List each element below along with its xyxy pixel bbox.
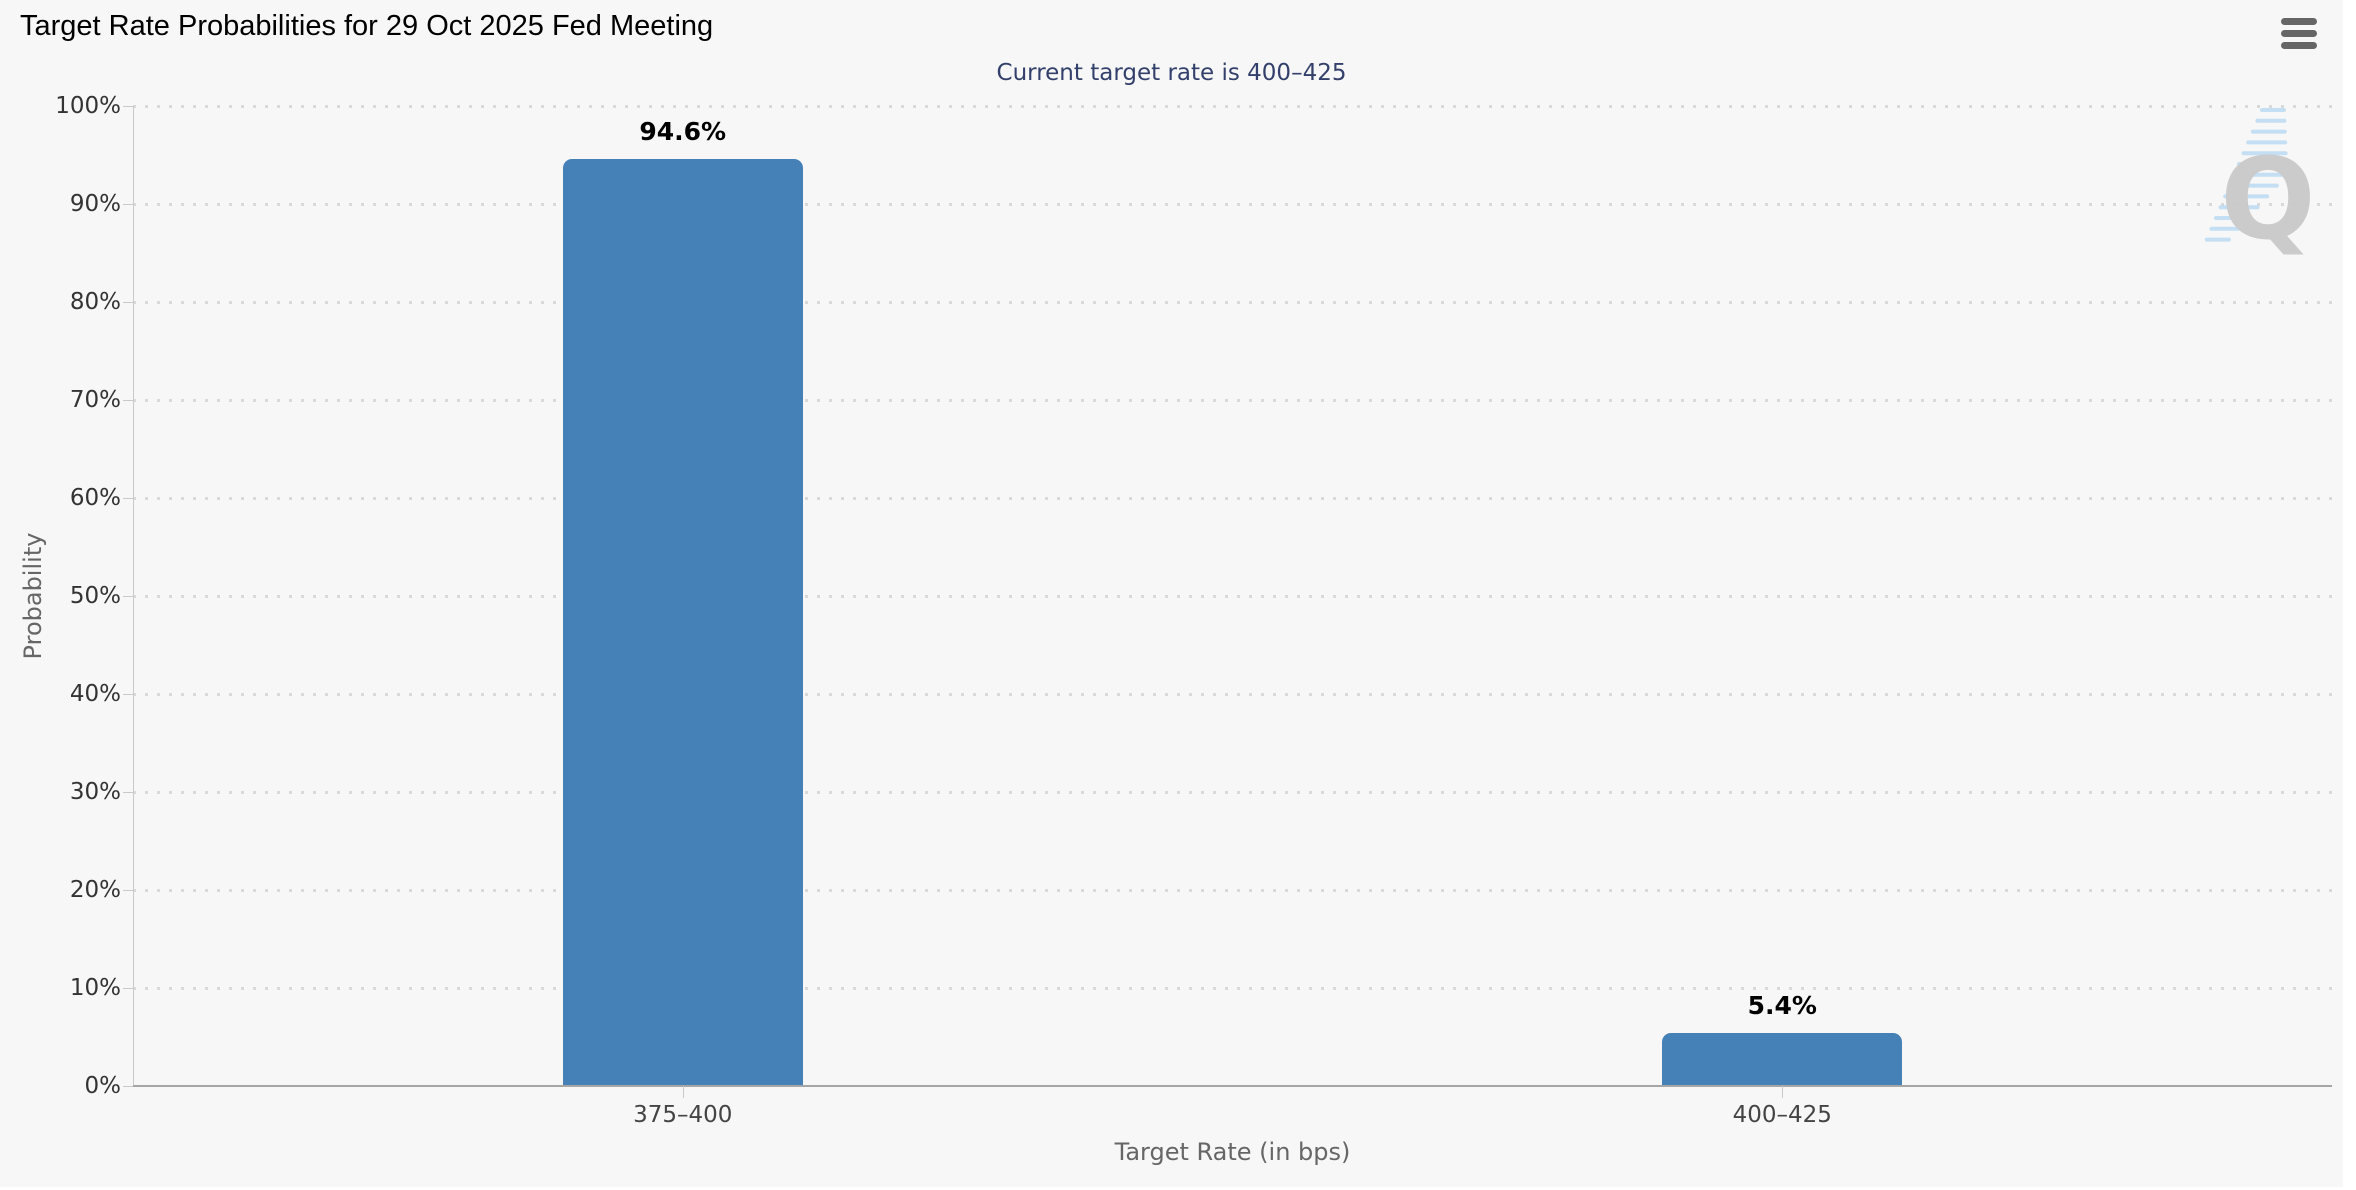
y-gridline [133, 889, 2332, 892]
x-axis-tick [682, 1086, 684, 1098]
plot-area: 94.6% 5.4% 0% 10% 20% 30% 40% 50% 60% 70% 80% 90% 1… [55, 93, 2332, 1166]
y-axis-line [133, 106, 134, 1086]
hamburger-menu-icon [2281, 18, 2317, 25]
probability-bar[interactable] [1662, 1033, 1903, 1086]
watermark-speed-line [2260, 108, 2286, 112]
watermark-speed-line [2214, 216, 2250, 220]
hamburger-menu-icon [2281, 30, 2317, 37]
watermark-speed-line [2255, 118, 2287, 123]
chart-context-menu-button[interactable] [2277, 13, 2321, 55]
hamburger-menu-icon [2281, 42, 2317, 49]
y-tick-label: 20% [69, 877, 121, 903]
watermark-speed-line [2241, 151, 2288, 156]
y-axis-tick [123, 106, 133, 107]
y-tick-label: 90% [69, 191, 121, 217]
watermark-speed-line [2232, 172, 2289, 177]
x-axis-tick [1782, 1086, 1784, 1098]
probability-bar[interactable] [562, 158, 803, 1086]
y-axis-tick [123, 302, 133, 303]
y-axis-tick [123, 498, 133, 499]
chart-title: Target Rate Probabilities for 29 Oct 202… [20, 10, 714, 42]
x-category-label: 375–400 [633, 1102, 733, 1128]
watermark-speed-line [2246, 140, 2288, 145]
x-axis-title: Target Rate (in bps) [1114, 1138, 1351, 1166]
y-tick-label: 40% [69, 681, 121, 707]
y-gridline [133, 203, 2332, 206]
y-axis-tick [123, 792, 133, 793]
y-tick-label: 80% [69, 289, 121, 315]
bar-value-label: 5.4% [1747, 991, 1817, 1021]
watermark-speed-line [2218, 205, 2260, 210]
y-tick-label: 30% [69, 779, 121, 805]
y-tick-label: 60% [69, 485, 121, 511]
y-gridline [133, 987, 2332, 990]
watermark-speed-line [2209, 226, 2241, 231]
x-axis-line [133, 1085, 2332, 1087]
y-axis-tick [123, 890, 133, 891]
watermark-speed-line [2223, 194, 2270, 199]
y-tick-label: 100% [55, 93, 121, 119]
y-gridline [133, 105, 2332, 108]
x-category-label: 400–425 [1732, 1102, 1832, 1128]
watermark-speed-line [2204, 237, 2231, 242]
y-gridline [133, 301, 2332, 304]
watermark-speed-lines [2204, 108, 2289, 242]
y-axis-title: Probability [19, 532, 47, 660]
y-gridline [133, 497, 2332, 500]
y-tick-label: 0% [84, 1073, 122, 1099]
y-axis-tick [123, 694, 133, 695]
y-gridline [133, 693, 2332, 696]
chart-subtitle: Current target rate is 400–425 [996, 60, 1347, 86]
y-axis-tick [123, 400, 133, 401]
y-tick-label: 10% [69, 975, 121, 1001]
y-gridline [133, 595, 2332, 598]
y-tick-label: 50% [69, 583, 121, 609]
watermark-q-letter: Q [2220, 135, 2315, 263]
y-axis-tick [123, 988, 133, 989]
y-axis-tick [123, 1086, 133, 1087]
bar-value-label: 94.6% [639, 116, 727, 146]
y-gridline [133, 791, 2332, 794]
y-tick-label: 70% [69, 387, 121, 413]
watermark-speed-line [2237, 162, 2288, 166]
watermark-speed-line [2250, 129, 2287, 134]
watermark-speed-line [2227, 183, 2279, 188]
y-axis-tick [123, 596, 133, 597]
watermark-logo: Q [2204, 108, 2316, 263]
y-axis-tick [123, 204, 133, 205]
y-gridline [133, 399, 2332, 402]
